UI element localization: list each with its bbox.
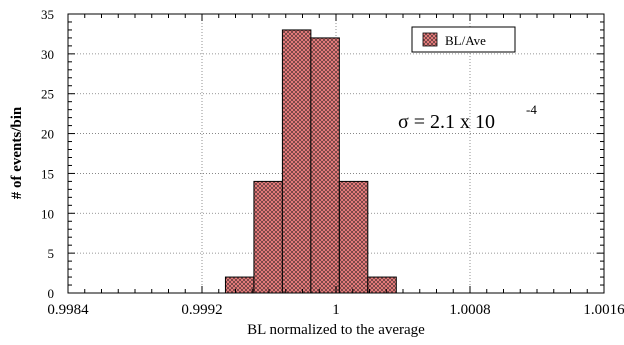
- histogram-bar: [224, 276, 255, 294]
- x-tick-labels: 0.9984 0.9992 1 1.0008 1.0016: [47, 302, 624, 318]
- sigma-exponent: -4: [526, 102, 537, 117]
- x-tick-label: 1.0016: [583, 302, 624, 318]
- legend-label: BL/Ave: [445, 33, 486, 48]
- x-axis-label: BL normalized to the average: [247, 322, 425, 338]
- histogram-bar: [310, 37, 340, 294]
- y-tick-label: 15: [41, 166, 54, 181]
- axis-ticks: [67, 13, 605, 294]
- y-axis-label: # of events/bin: [9, 106, 25, 199]
- plot-frame: [67, 13, 605, 294]
- legend: BL/Ave: [411, 26, 516, 53]
- y-tick-label: 0: [48, 286, 55, 301]
- y-tick-label: 20: [41, 127, 54, 142]
- x-tick-label: 0.9992: [181, 302, 222, 318]
- y-tick-label: 10: [41, 206, 54, 221]
- x-tick-label: 0.9984: [47, 302, 89, 318]
- histogram-bar: [253, 180, 283, 294]
- histogram-bar: [367, 276, 397, 294]
- x-tick-label: 1.0008: [449, 302, 490, 318]
- sigma-text: σ = 2.1 x 10: [398, 111, 495, 133]
- histogram-bars: [224, 29, 397, 294]
- y-tick-label: 25: [41, 87, 54, 102]
- x-tick-label: 1: [332, 302, 340, 318]
- y-tick-label: 5: [48, 246, 55, 261]
- y-tick-labels: 0 5 10 15 20 25 30 35: [41, 7, 54, 301]
- histogram-bar: [338, 180, 369, 294]
- sigma-annotation: σ = 2.1 x 10 -4: [398, 102, 537, 133]
- histogram-bar: [281, 29, 312, 294]
- y-tick-label: 35: [41, 7, 54, 22]
- y-tick-label: 30: [41, 47, 54, 62]
- legend-swatch: [422, 32, 438, 47]
